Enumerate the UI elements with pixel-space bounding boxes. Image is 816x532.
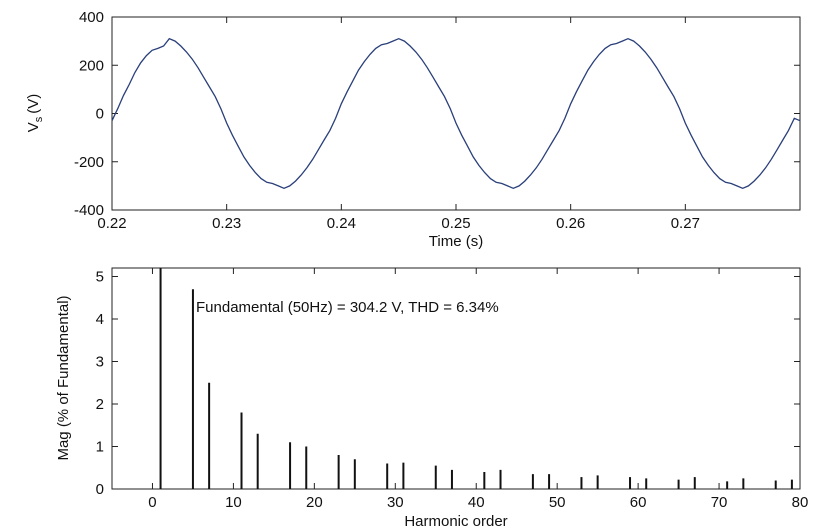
plot1-ticks: 0.22 0.23 0.24 0.25 0.26 0.27 400 200 0 -200 -400 <box>74 9 800 232</box>
plot2-frame <box>111 267 801 490</box>
plot2-xtick-label: 40 <box>468 494 485 511</box>
plot2-xtick-label: 60 <box>630 494 647 511</box>
plot2-ytick-label: 2 <box>96 396 104 413</box>
plot1-xtick-label: 0.26 <box>556 215 585 232</box>
thd-annotation: Fundamental (50Hz) = 304.2 V, THD = 6.34… <box>196 299 499 316</box>
plot1-xtick-label: 0.22 <box>97 215 126 232</box>
plot1-xtick-label: 0.25 <box>441 215 470 232</box>
plot1-xlabel: Time (s) <box>429 233 483 250</box>
plot2-xtick-label: 80 <box>792 494 809 511</box>
plot2-ytick-label: 0 <box>96 481 104 498</box>
plot2-xtick-label: 50 <box>549 494 566 511</box>
plot1-ytick-label: -400 <box>74 202 104 219</box>
plot1-xtick-label: 0.23 <box>212 215 241 232</box>
plot2-ytick-label: 4 <box>96 311 104 328</box>
plot2-ylabel: Mag (% of Fundamental) <box>55 295 72 460</box>
plot2-xtick-label: 0 <box>148 494 156 511</box>
plot2-xtick-label: 20 <box>306 494 323 511</box>
plot1-ytick-label: -200 <box>74 154 104 171</box>
voltage-line <box>111 37 801 190</box>
svg-text:Vs(V): Vs (V) <box>25 94 45 133</box>
plot2-ticks: 0 10 20 30 40 50 60 70 80 0 1 2 3 4 5 <box>96 268 809 511</box>
plot2-ytick-label: 3 <box>96 354 104 371</box>
plot1-xtick-label: 0.24 <box>327 215 356 232</box>
plot1-frame <box>111 16 801 211</box>
harmonic-bars <box>159 268 793 489</box>
plot1-ylabel: Vs (V) <box>25 94 45 133</box>
plot1-ytick-label: 0 <box>96 106 104 123</box>
plot2-xtick-label: 30 <box>387 494 404 511</box>
plot1-ytick-label: 400 <box>79 9 104 26</box>
harmonic-spectrum-plot: 0 10 20 30 40 50 60 70 80 0 1 2 3 4 5 Fundamental (50H… <box>55 267 809 530</box>
plot1-xtick-label: 0.27 <box>671 215 700 232</box>
plot2-ytick-label: 1 <box>96 439 104 456</box>
plot1-ylabel-unit: (V) <box>25 94 42 114</box>
plot1-ytick-label: 200 <box>79 57 104 74</box>
plot2-xtick-label: 10 <box>225 494 242 511</box>
plot2-ytick-label: 5 <box>96 269 104 286</box>
plot2-xlabel: Harmonic order <box>404 513 507 530</box>
voltage-waveform-plot: 0.22 0.23 0.24 0.25 0.26 0.274002000-200-400 … <box>25 9 801 250</box>
plot1-ylabel-main: V <box>25 122 42 132</box>
plot1-ylabel-sub: s <box>33 116 45 122</box>
plot2-xtick-label: 70 <box>711 494 728 511</box>
